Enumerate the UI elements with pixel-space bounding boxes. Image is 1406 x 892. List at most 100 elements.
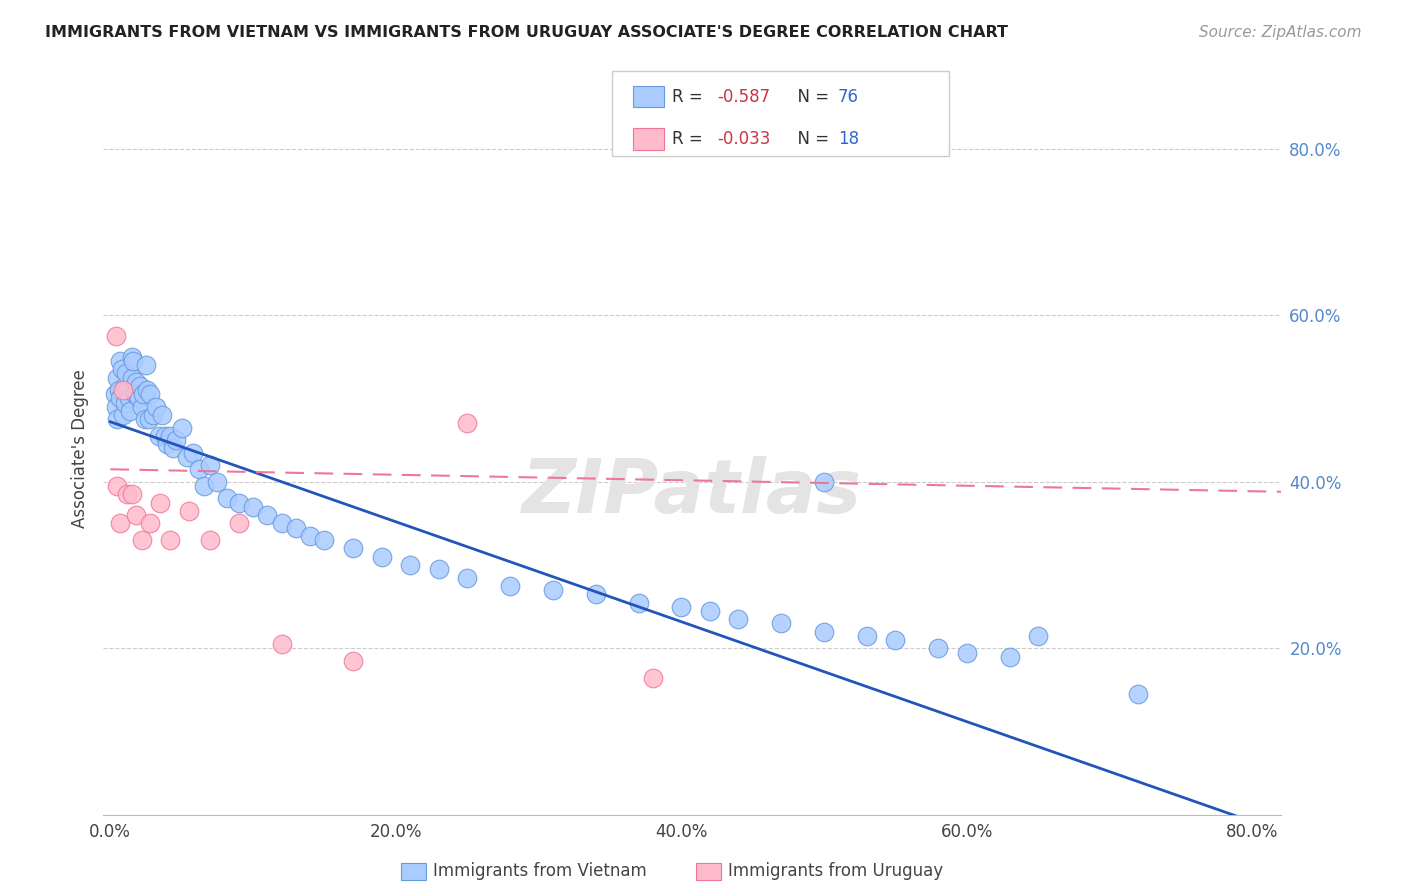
Point xyxy=(399,558,422,572)
Point xyxy=(242,500,264,514)
Point xyxy=(284,520,307,534)
Point xyxy=(150,408,173,422)
Point xyxy=(200,458,222,472)
Y-axis label: Associate's Degree: Associate's Degree xyxy=(72,369,89,528)
Point xyxy=(125,375,148,389)
Point xyxy=(314,533,336,547)
Point xyxy=(110,392,132,406)
Point xyxy=(770,616,793,631)
Point xyxy=(122,354,145,368)
Text: -0.587: -0.587 xyxy=(717,87,770,106)
Point xyxy=(856,629,879,643)
Point xyxy=(370,549,392,564)
Point xyxy=(427,562,450,576)
Point xyxy=(641,671,664,685)
Text: 76: 76 xyxy=(838,87,859,106)
Point xyxy=(139,516,162,531)
Point xyxy=(142,408,165,422)
Point xyxy=(149,495,172,509)
Text: -0.033: -0.033 xyxy=(717,130,770,148)
Point xyxy=(127,387,149,401)
Point xyxy=(270,637,292,651)
Point xyxy=(671,599,693,614)
Point xyxy=(112,383,135,397)
Point xyxy=(162,442,184,456)
Point xyxy=(927,641,949,656)
Text: R =: R = xyxy=(672,130,709,148)
Point xyxy=(585,587,607,601)
Point xyxy=(884,633,907,648)
Point xyxy=(136,383,159,397)
Point xyxy=(228,516,250,531)
Point xyxy=(117,383,139,397)
Point xyxy=(156,437,179,451)
Point xyxy=(131,533,153,547)
Point xyxy=(342,654,364,668)
Point xyxy=(104,400,127,414)
Point xyxy=(135,358,157,372)
Point xyxy=(187,462,209,476)
Point xyxy=(114,395,136,409)
Point xyxy=(1128,687,1150,701)
Point xyxy=(121,370,143,384)
Point xyxy=(132,387,155,401)
Point xyxy=(228,495,250,509)
Point xyxy=(456,570,478,584)
Point xyxy=(128,392,150,406)
Text: IMMIGRANTS FROM VIETNAM VS IMMIGRANTS FROM URUGUAY ASSOCIATE'S DEGREE CORRELATIO: IMMIGRANTS FROM VIETNAM VS IMMIGRANTS FR… xyxy=(45,25,1008,40)
Point xyxy=(121,350,143,364)
Point xyxy=(270,516,292,531)
Point xyxy=(193,479,215,493)
Point xyxy=(342,541,364,556)
Point xyxy=(117,487,139,501)
Point xyxy=(138,412,160,426)
Point xyxy=(134,412,156,426)
Point xyxy=(1026,629,1049,643)
Text: N =: N = xyxy=(787,87,835,106)
Point xyxy=(207,475,229,489)
Point xyxy=(139,387,162,401)
Text: 18: 18 xyxy=(838,130,859,148)
Point xyxy=(111,362,134,376)
Point xyxy=(110,354,132,368)
Point xyxy=(107,370,129,384)
Point xyxy=(103,387,125,401)
Point xyxy=(217,491,239,506)
Point xyxy=(118,392,141,406)
Point xyxy=(145,400,167,414)
Point xyxy=(159,533,181,547)
Point xyxy=(114,379,136,393)
Point xyxy=(115,367,138,381)
Point xyxy=(107,412,129,426)
Point xyxy=(181,445,204,459)
Point xyxy=(627,596,650,610)
Point xyxy=(499,579,522,593)
Point xyxy=(159,429,181,443)
Point xyxy=(176,450,198,464)
Point xyxy=(129,379,152,393)
Point xyxy=(121,487,143,501)
Point xyxy=(108,383,131,397)
Point xyxy=(104,329,127,343)
Point xyxy=(299,529,322,543)
Text: Immigrants from Uruguay: Immigrants from Uruguay xyxy=(728,863,943,880)
Point xyxy=(956,646,979,660)
Point xyxy=(165,433,187,447)
Point xyxy=(110,516,132,531)
Text: ZIPatlas: ZIPatlas xyxy=(522,456,862,529)
Text: Source: ZipAtlas.com: Source: ZipAtlas.com xyxy=(1198,25,1361,40)
Point xyxy=(124,387,146,401)
Point xyxy=(813,624,835,639)
Point xyxy=(200,533,222,547)
Point xyxy=(813,475,835,489)
Point xyxy=(148,429,170,443)
Point xyxy=(131,400,153,414)
Point xyxy=(153,429,176,443)
Point xyxy=(170,420,193,434)
Text: N =: N = xyxy=(787,130,835,148)
Text: R =: R = xyxy=(672,87,709,106)
Point xyxy=(727,612,749,626)
Point xyxy=(998,649,1021,664)
Text: Immigrants from Vietnam: Immigrants from Vietnam xyxy=(433,863,647,880)
Point xyxy=(256,508,278,522)
